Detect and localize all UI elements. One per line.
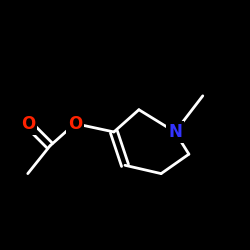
Text: N: N (168, 123, 182, 141)
Text: O: O (21, 114, 35, 132)
Text: O: O (68, 114, 82, 132)
